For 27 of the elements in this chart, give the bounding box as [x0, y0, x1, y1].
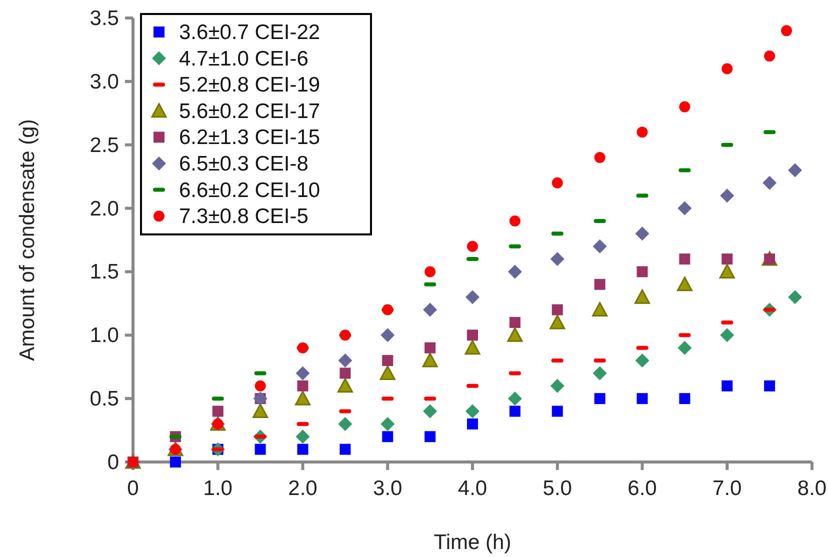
x-tick-label: 0	[127, 477, 139, 500]
legend-label: 6.6±0.2 CEI-10	[179, 178, 320, 202]
x-tick-label: 1.0	[203, 477, 232, 500]
x-tick-label: 7.0	[712, 477, 742, 500]
y-tick-label: 0.5	[90, 388, 119, 411]
x-tick-label: 5.0	[542, 477, 572, 500]
legend-label: 3.6±0.7 CEI-22	[179, 21, 320, 44]
legend-label: 5.2±0.8 CEI-19	[179, 74, 320, 97]
legend-label: 6.5±0.3 CEI-8	[179, 152, 308, 176]
y-tick-label: 2.0	[90, 197, 119, 220]
y-tick-label: 1.0	[90, 324, 119, 348]
x-tick-label: 6.0	[628, 477, 657, 500]
y-tick-label: 0	[107, 451, 119, 474]
y-tick-label: 1.5	[90, 260, 119, 284]
legend-label: 6.2±1.3 CEI-15	[179, 126, 320, 150]
y-tick-label: 3.0	[90, 70, 119, 94]
x-tick-label: 2.0	[288, 477, 318, 500]
y-axis-title: Amount of condensate (g)	[16, 119, 39, 361]
x-axis-title: Time (h)	[434, 531, 512, 554]
legend-label: 5.6±0.2 CEI-17	[179, 100, 320, 123]
y-tick-label: 3.5	[90, 7, 119, 30]
x-tick-label: 4.0	[458, 477, 488, 500]
legend-label: 4.7±1.0 CEI-6	[179, 47, 308, 70]
x-tick-label: 3.0	[373, 477, 402, 500]
legend-label: 7.3±0.8 CEI-5	[179, 205, 308, 228]
y-tick-label: 2.5	[90, 134, 119, 157]
x-tick-label: 8.0	[797, 477, 827, 500]
